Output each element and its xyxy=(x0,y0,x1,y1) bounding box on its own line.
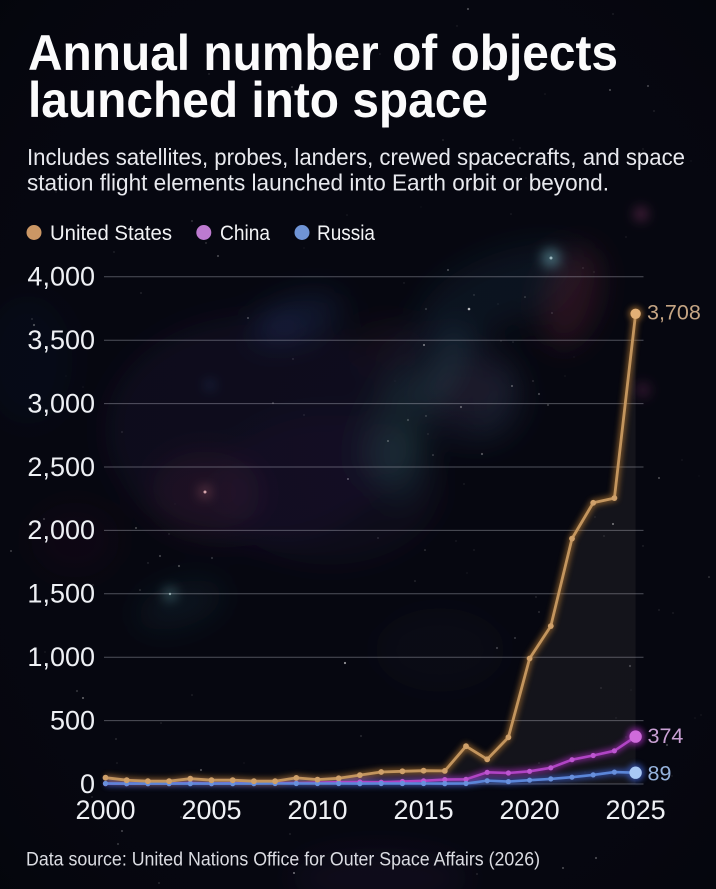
svg-text:China: China xyxy=(220,222,270,245)
svg-text:Annual number of objects: Annual number of objects xyxy=(28,25,618,81)
svg-text:1,500: 1,500 xyxy=(27,579,95,609)
svg-text:1,000: 1,000 xyxy=(27,642,95,672)
svg-text:Includes satellites, probes, l: Includes satellites, probes, landers, cr… xyxy=(27,144,685,170)
svg-text:2020: 2020 xyxy=(500,795,560,825)
svg-text:Russia: Russia xyxy=(317,222,375,245)
svg-text:0: 0 xyxy=(80,769,95,799)
svg-text:2,000: 2,000 xyxy=(27,515,95,545)
svg-text:3,708: 3,708 xyxy=(647,301,701,325)
svg-text:374: 374 xyxy=(648,724,684,748)
svg-text:2,500: 2,500 xyxy=(27,452,95,482)
svg-text:launched into space: launched into space xyxy=(28,72,488,128)
svg-text:3,000: 3,000 xyxy=(27,388,95,418)
svg-text:500: 500 xyxy=(50,705,95,735)
svg-text:2010: 2010 xyxy=(287,795,347,825)
svg-text:2005: 2005 xyxy=(181,795,241,825)
svg-text:2000: 2000 xyxy=(75,795,135,825)
svg-text:station flight elements launch: station flight elements launched into Ea… xyxy=(27,170,609,196)
svg-text:89: 89 xyxy=(648,762,672,786)
svg-text:4,000: 4,000 xyxy=(27,262,95,292)
svg-text:2015: 2015 xyxy=(394,795,454,825)
svg-text:2025: 2025 xyxy=(606,795,666,825)
svg-text:Data source: United Nations Of: Data source: United Nations Office for O… xyxy=(26,849,540,871)
svg-text:United States: United States xyxy=(50,222,172,245)
svg-text:3,500: 3,500 xyxy=(27,325,95,355)
